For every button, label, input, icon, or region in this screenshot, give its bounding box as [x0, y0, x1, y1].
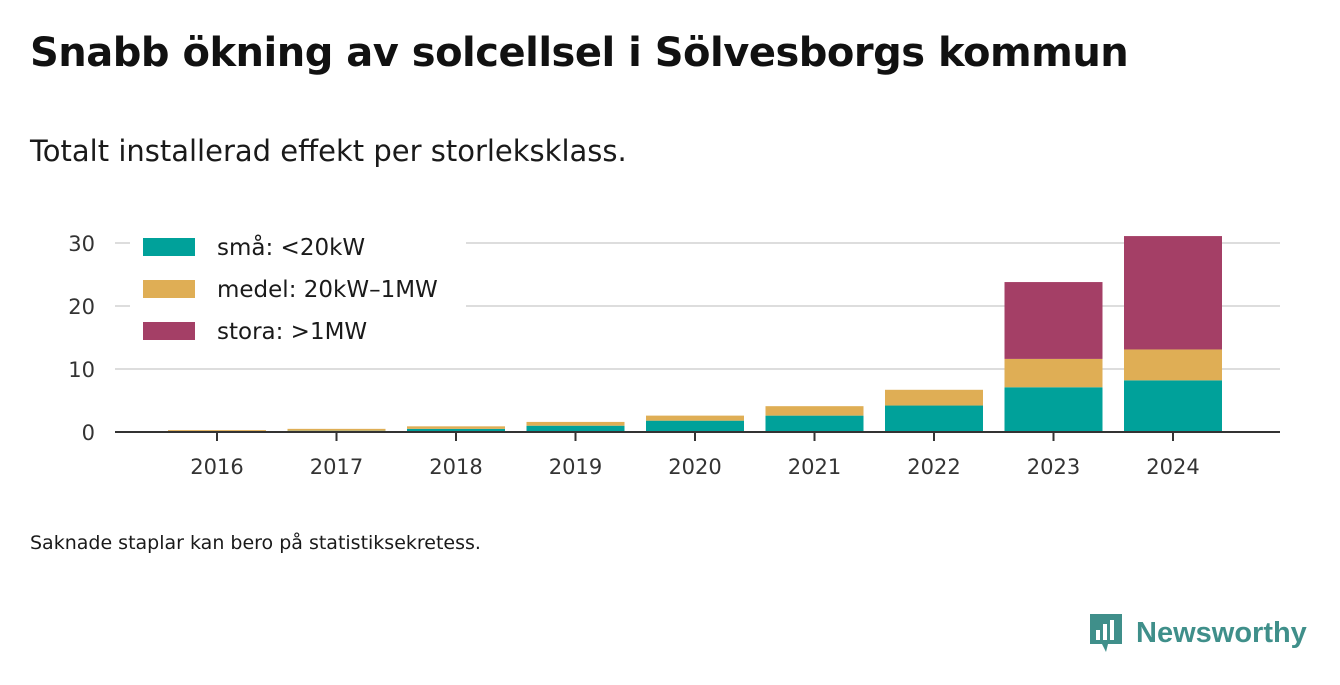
legend-label-2: stora: >1MW [217, 319, 367, 345]
bar-2020-series-1 [646, 415, 744, 421]
y-tick-label-20: 20 [68, 295, 95, 319]
legend-label-1: medel: 20kW–1MW [217, 277, 438, 303]
y-tick-label-10: 10 [68, 358, 95, 382]
x-tick-label-2018: 2018 [429, 455, 482, 479]
bar-2019-series-0 [526, 425, 625, 432]
legend-swatch-1 [143, 280, 195, 298]
stacked-bar-chart: 0 10 20 30 2016 2017 2018 2019 2020 2021 2022 2023… [68, 226, 1280, 479]
x-tick-label-2024: 2024 [1146, 455, 1199, 479]
legend-swatch-2 [143, 322, 195, 340]
bar-2021-series-1 [765, 406, 864, 416]
bar-2018-series-1 [407, 426, 505, 429]
x-tick-label-2016: 2016 [190, 455, 243, 479]
bar-2016-series-1 [168, 430, 266, 432]
y-tick-label-30: 30 [68, 232, 95, 256]
bar-2024-series-0 [1124, 380, 1222, 432]
x-tick-label-2020: 2020 [668, 455, 721, 479]
legend-swatch-0 [143, 238, 195, 256]
x-axis [115, 431, 1280, 441]
footnote: Saknade staplar kan bero på statistiksek… [30, 532, 481, 554]
y-tick-label-0: 0 [82, 421, 95, 445]
bar-2022-series-1 [885, 389, 983, 406]
legend-label-0: små: <20kW [217, 233, 365, 261]
bar-2023-series-1 [1004, 358, 1103, 388]
bar-2023-series-2 [1004, 282, 1103, 359]
x-tick-label-2021: 2021 [788, 455, 841, 479]
bar-2020-series-0 [646, 420, 744, 432]
x-tick-label-2017: 2017 [310, 455, 363, 479]
x-tick-label-2022: 2022 [907, 455, 960, 479]
bar-2022-series-0 [885, 405, 983, 432]
legend: små: <20kW medel: 20kW–1MW stora: >1MW [130, 226, 466, 354]
x-tick-label-2023: 2023 [1027, 455, 1080, 479]
chart-subtitle: Totalt installerad effekt per storlekskl… [30, 134, 627, 168]
newsworthy-logo-icon [1090, 614, 1122, 652]
x-tick-label-2019: 2019 [549, 455, 602, 479]
bar-2024-series-2 [1124, 236, 1222, 350]
bar-2017-series-1 [287, 428, 386, 431]
chart-title: Snabb ökning av solcellsel i Sölvesborgs… [30, 30, 1129, 76]
x-axis-ticks: 2016 2017 2018 2019 2020 2021 2022 2023 2024 [190, 455, 1199, 479]
bar-2023-series-0 [1004, 387, 1103, 432]
bar-2019-series-1 [526, 421, 625, 426]
bar-2024-series-1 [1124, 349, 1222, 381]
y-axis-ticks: 0 10 20 30 [68, 232, 95, 445]
bar-2018-series-0 [407, 428, 505, 432]
newsworthy-logo: Newsworthy [1088, 612, 1307, 654]
brand-name: Newsworthy [1136, 616, 1307, 649]
bar-2021-series-0 [765, 415, 864, 432]
bars [168, 236, 1222, 432]
